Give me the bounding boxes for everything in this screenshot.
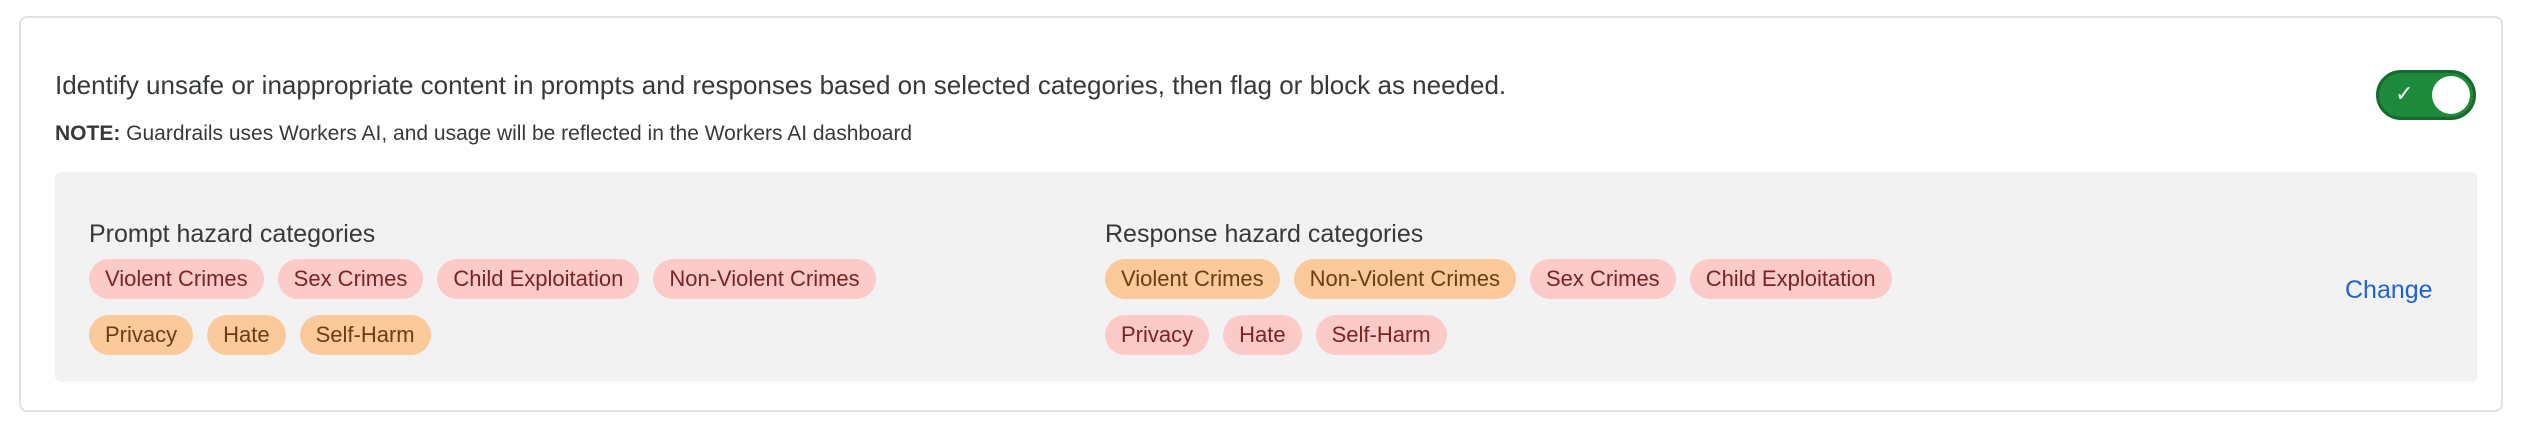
response-category-row: Violent Crimes Non-Violent Crimes Sex Crim… [1105, 259, 1892, 299]
response-category-pill: Self-Harm [1315, 315, 1447, 355]
change-link[interactable]: Change [2345, 276, 2433, 304]
prompt-category-pill: Violent Crimes [89, 259, 264, 299]
prompt-categories-title: Prompt hazard categories [89, 220, 376, 248]
response-category-pill: Non-Violent Crimes [1293, 259, 1516, 299]
note-text: Guardrails uses Workers AI, and usage wi… [120, 122, 913, 145]
check-icon: ✓ [2395, 81, 2414, 106]
prompt-category-pill: Non-Violent Crimes [653, 259, 876, 299]
response-category-pill: Child Exploitation [1689, 259, 1892, 299]
toggle-knob [2432, 76, 2470, 114]
prompt-category-pill: Sex Crimes [277, 259, 424, 299]
prompt-categories: Prompt hazard categories Violent Crimes S… [89, 220, 876, 371]
guardrails-card: Identify unsafe or inappropriate content… [19, 16, 2503, 412]
response-categories-title: Response hazard categories [1105, 220, 1424, 248]
guardrails-toggle[interactable]: ✓ [2376, 70, 2476, 120]
response-categories: Response hazard categories Violent Crime… [1105, 220, 1892, 371]
description: Identify unsafe or inappropriate content… [55, 70, 1507, 100]
note-label: NOTE: [55, 122, 121, 145]
prompt-category-pill: Privacy [89, 315, 194, 355]
note: NOTE: Guardrails uses Workers AI, and us… [55, 122, 912, 146]
prompt-category-row: Violent Crimes Sex Crimes Child Exploitati… [89, 259, 876, 299]
prompt-category-pill: Self-Harm [299, 315, 431, 355]
prompt-category-row: Privacy Hate Self-Harm [89, 315, 876, 355]
response-category-pill: Hate [1223, 315, 1302, 355]
prompt-category-pill: Child Exploitation [437, 259, 640, 299]
response-category-row: Privacy Hate Self-Harm [1105, 315, 1892, 355]
prompt-category-pill: Hate [207, 315, 286, 355]
categories-panel: Prompt hazard categories Violent Crimes S… [55, 172, 2477, 382]
response-category-pill: Sex Crimes [1530, 259, 1676, 299]
response-category-pill: Privacy [1105, 315, 1210, 355]
response-category-pill: Violent Crimes [1105, 259, 1280, 299]
